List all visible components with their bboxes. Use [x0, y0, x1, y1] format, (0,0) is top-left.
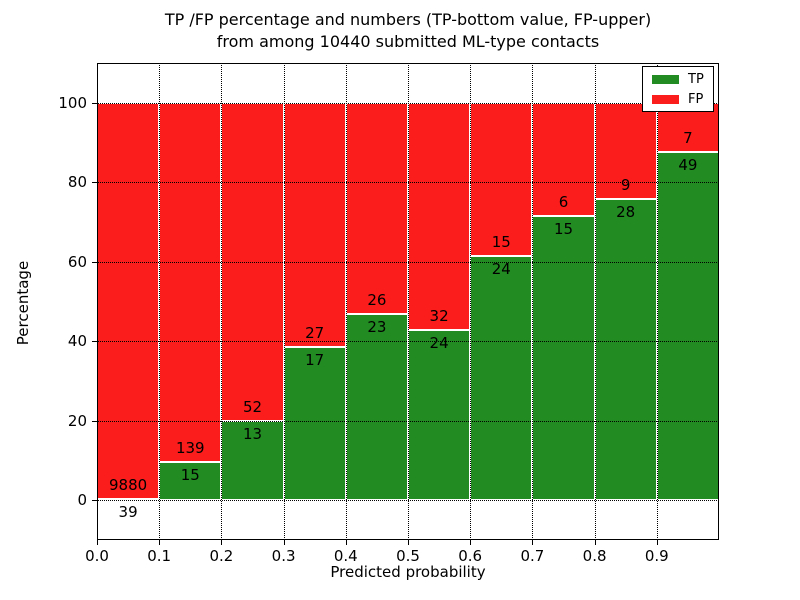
- x-tick: [221, 540, 223, 545]
- y-tick-label: 40: [67, 332, 87, 351]
- bar-segment-tp: [408, 329, 471, 501]
- y-axis-label: Percentage: [14, 260, 32, 346]
- gridline-vertical: [656, 63, 658, 540]
- bar-label-tp: 23: [367, 317, 387, 336]
- bar-segment-tp: [470, 255, 533, 501]
- bar-segment-tp: [345, 313, 408, 501]
- chart-title: TP /FP percentage and numbers (TP-bottom…: [97, 9, 719, 53]
- bar-segment-tp: [532, 216, 595, 501]
- legend-item-fp: FP: [652, 93, 704, 106]
- bar-segment-fp: [159, 102, 222, 462]
- x-tick-label: 0.1: [147, 547, 172, 565]
- gridline-vertical: [594, 63, 596, 540]
- y-tick: [92, 500, 97, 502]
- y-tick-label: 20: [67, 411, 87, 430]
- x-tick-label: 0.9: [644, 547, 669, 565]
- bar-segment-fp: [532, 102, 595, 217]
- x-tick: [283, 540, 285, 545]
- x-axis-label: Predicted probability: [330, 563, 486, 581]
- x-tick: [408, 540, 409, 545]
- x-tick: [470, 540, 472, 545]
- y-tick-label: 0: [77, 491, 87, 510]
- y-tick: [92, 182, 97, 184]
- bar-label-tp: 17: [305, 350, 325, 369]
- x-tick-label: 0.2: [209, 547, 234, 565]
- x-tick-label: 0.4: [333, 547, 358, 565]
- bar-segment-fp: [408, 102, 471, 330]
- x-tick-label: 0.5: [396, 547, 420, 565]
- y-tick: [92, 261, 97, 263]
- legend: TP FP: [642, 66, 714, 112]
- x-tick-label: 0.0: [85, 547, 109, 565]
- y-tick: [92, 420, 97, 422]
- bar-segment-tp: [594, 199, 657, 501]
- bar-label-tp: 24: [491, 259, 511, 278]
- bar-segment-fp: [345, 102, 408, 314]
- bar-label-fp: 52: [242, 397, 263, 416]
- bar-label-tp: 13: [242, 424, 263, 443]
- x-tick-label: 0.7: [520, 547, 545, 565]
- x-tick: [532, 540, 534, 545]
- bar-label-tp: 49: [678, 156, 698, 175]
- bar-label-tp: 15: [180, 465, 200, 484]
- gridline-vertical: [408, 63, 409, 540]
- bar-label-fp: 9: [620, 176, 631, 195]
- x-tick: [97, 540, 98, 545]
- bar-segment-tp: [283, 346, 346, 501]
- x-tick: [345, 540, 347, 545]
- y-tick-label: 60: [67, 252, 87, 271]
- gridline-vertical: [345, 63, 347, 540]
- legend-label-tp: TP: [688, 72, 704, 87]
- y-tick: [92, 102, 97, 104]
- bar-label-fp: 32: [429, 306, 449, 325]
- bar-label-fp: 6: [558, 193, 569, 212]
- bar-segment-fp: [97, 102, 160, 499]
- gridline-vertical: [221, 63, 223, 540]
- bar-label-tp: 24: [429, 333, 449, 352]
- x-tick-label: 0.6: [458, 547, 483, 565]
- bar-label-fp: 9880: [109, 475, 148, 494]
- bar-label-fp: 26: [367, 290, 387, 309]
- bar-label-tp: 39: [118, 502, 138, 521]
- x-tick-label: 0.8: [582, 547, 607, 565]
- chart-title-line1: TP /FP percentage and numbers (TP-bottom…: [164, 10, 652, 29]
- y-tick-label: 100: [58, 93, 87, 112]
- bar-label-tp: 28: [616, 203, 636, 222]
- gridline-vertical: [283, 63, 285, 540]
- bar-segment-tp: [159, 461, 222, 501]
- x-tick-label: 0.3: [271, 547, 296, 565]
- bar-segment-fp: [283, 102, 346, 347]
- bar-label-tp: 15: [553, 220, 574, 239]
- legend-swatch-tp: [652, 75, 679, 84]
- legend-item-tp: TP: [652, 73, 704, 86]
- bar-label-fp: 27: [305, 323, 325, 342]
- legend-swatch-fp: [652, 95, 679, 104]
- legend-label-fp: FP: [688, 92, 704, 107]
- bar-segment-fp: [594, 102, 657, 200]
- bar-label-fp: 139: [175, 438, 205, 457]
- bar-label-fp: 15: [491, 232, 511, 251]
- bar-label-fp: 7: [683, 129, 693, 148]
- gridline-vertical: [159, 63, 161, 540]
- x-tick: [594, 540, 596, 545]
- chart-title-line2: from among 10440 submitted ML-type conta…: [216, 32, 600, 51]
- gridline-vertical: [470, 63, 472, 540]
- y-tick: [92, 341, 97, 343]
- x-tick: [656, 540, 658, 545]
- x-tick: [159, 540, 161, 545]
- bar-segment-tp: [656, 152, 719, 501]
- gridline-vertical: [532, 63, 534, 540]
- y-tick-label: 80: [67, 173, 87, 192]
